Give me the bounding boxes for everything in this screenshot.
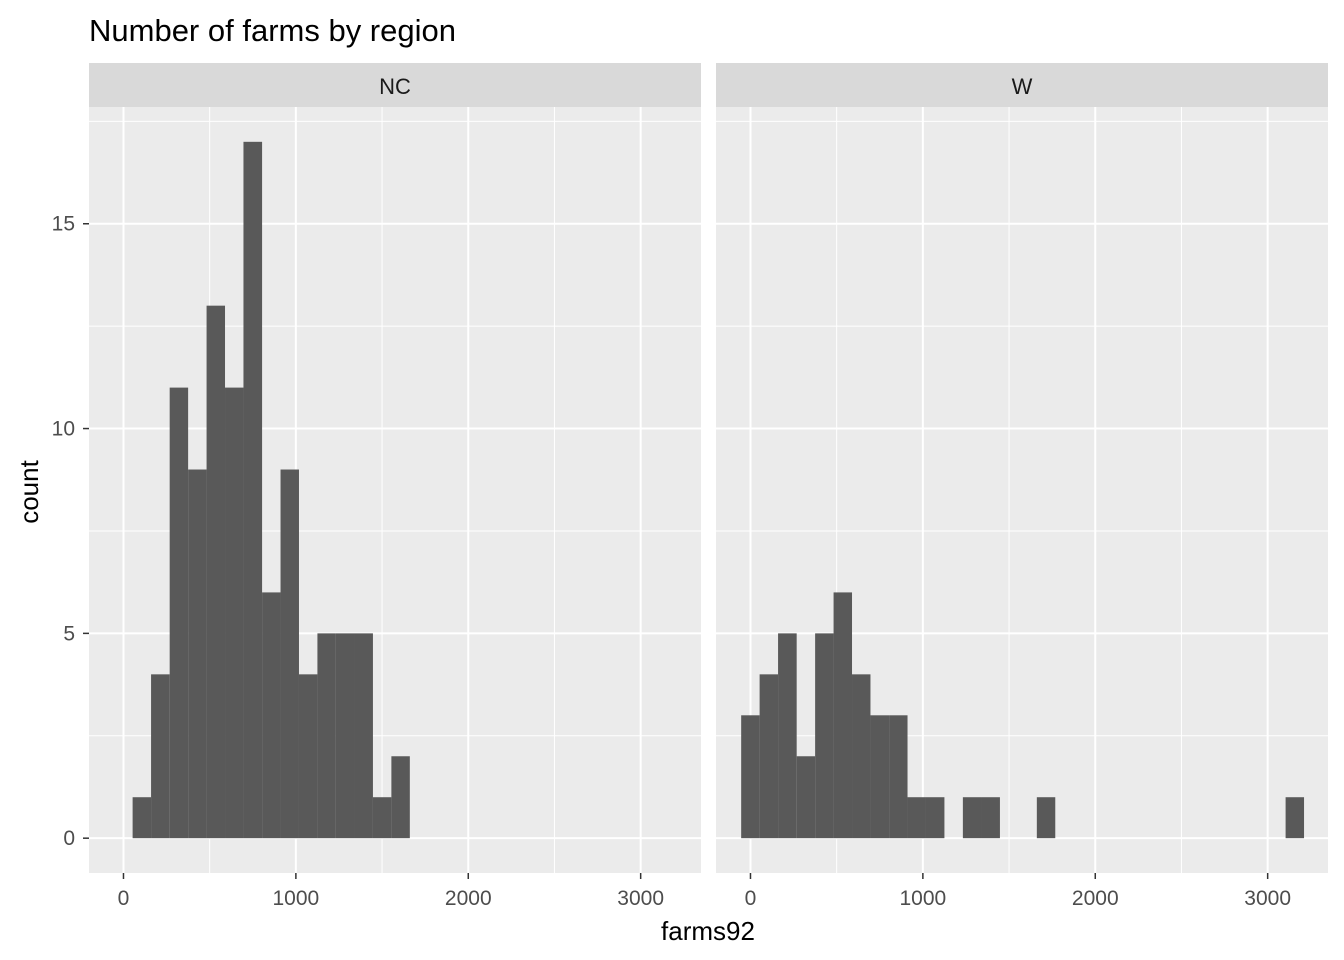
- x-tick-label: 0: [745, 887, 757, 910]
- histogram-bar: [815, 633, 834, 839]
- histogram-bar: [280, 469, 299, 839]
- facet-strip-label: W: [1012, 74, 1033, 99]
- facet-panels: NC 0 1000 2000 3000 0 5 10 15 W 0 1000 2000 3000: [52, 63, 1328, 910]
- histogram-bar: [151, 674, 170, 839]
- histogram-bar: [391, 756, 410, 839]
- y-axis-title: count: [14, 459, 44, 523]
- x-tick-label: 1000: [273, 887, 320, 910]
- histogram-bar: [889, 715, 908, 839]
- x-tick-label: 2000: [1072, 887, 1119, 910]
- x-axis-title: farms92: [661, 916, 755, 946]
- x-tick-label: 3000: [1244, 887, 1291, 910]
- histogram-bar: [1285, 797, 1305, 839]
- histogram-bar: [243, 141, 263, 839]
- x-tick-label: 0: [118, 887, 130, 910]
- facet-panel-nc: NC 0 1000 2000 3000 0 5 10 15: [52, 63, 701, 910]
- histogram-bar: [188, 469, 207, 839]
- histogram-bar: [1036, 797, 1056, 839]
- facet-strip-label: NC: [379, 74, 411, 99]
- y-tick-label: 5: [63, 622, 75, 645]
- histogram-bar: [981, 797, 1000, 839]
- histogram-bar: [372, 797, 392, 839]
- histogram-bar: [907, 797, 926, 839]
- histogram-bar: [741, 715, 760, 839]
- histogram-bar: [169, 387, 189, 839]
- facet-strip: [89, 63, 701, 107]
- y-tick-label: 0: [63, 827, 75, 850]
- x-tick-label: 1000: [900, 887, 947, 910]
- x-tick-label: 3000: [617, 887, 664, 910]
- y-tick-label: 10: [52, 418, 75, 441]
- histogram-bar: [962, 797, 982, 839]
- histogram-bar: [833, 592, 853, 839]
- histogram-bar: [354, 633, 373, 839]
- histogram-bar: [298, 674, 318, 839]
- histogram-bar: [759, 674, 779, 839]
- y-tick-label: 15: [52, 213, 75, 236]
- histogram-bar: [852, 674, 871, 839]
- histogram-bar: [925, 797, 945, 839]
- histogram-bar: [206, 305, 226, 839]
- histogram-bar: [778, 633, 797, 839]
- histogram-bar: [796, 756, 816, 839]
- histogram-bar: [132, 797, 152, 839]
- facet-panel-w: W 0 1000 2000 3000: [716, 63, 1328, 910]
- facet-strip: [716, 63, 1328, 107]
- histogram-bar: [262, 592, 281, 839]
- histogram-bar: [317, 633, 336, 839]
- histogram-bar: [225, 387, 244, 839]
- x-tick-label: 2000: [445, 887, 492, 910]
- histogram-bar: [335, 633, 355, 839]
- chart-title: Number of farms by region: [89, 13, 456, 48]
- histogram-bar: [870, 715, 890, 839]
